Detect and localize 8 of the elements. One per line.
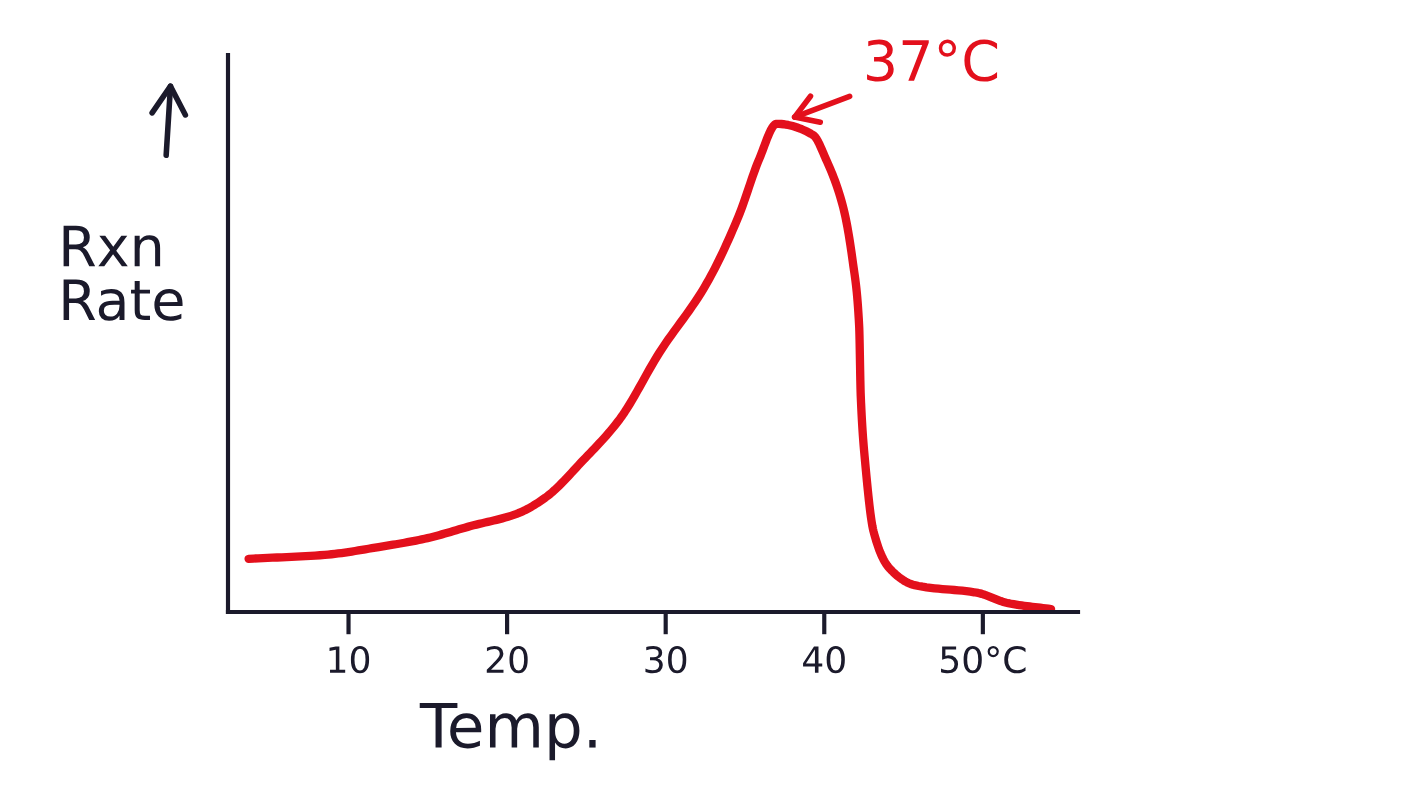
annotation: 37°C: [867, 39, 998, 82]
x-tick-label: 50°C: [941, 645, 1026, 674]
x-axis-title: Temp.: [419, 703, 596, 761]
x-tick-label: 10: [329, 645, 370, 674]
y-axis-title: Rxn Rate: [63, 225, 183, 321]
x-tick-label: 40: [803, 645, 845, 674]
x-tick-label: 30: [645, 645, 687, 674]
x-tick-label: 20: [486, 645, 528, 674]
